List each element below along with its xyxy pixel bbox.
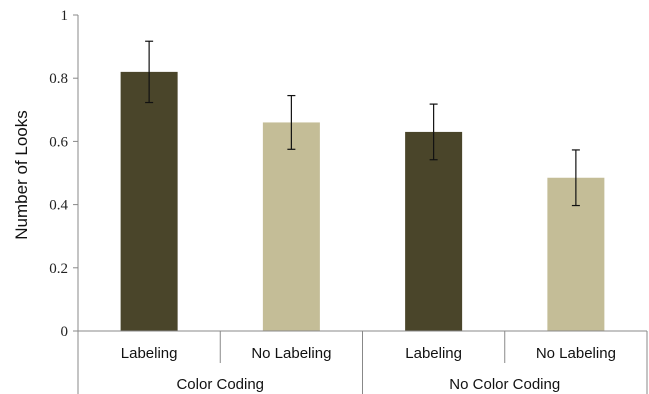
x-category-label: Labeling <box>121 345 178 362</box>
bar <box>120 71 178 331</box>
y-tick-label: 0.8 <box>49 71 68 87</box>
y-tick-label: 0.6 <box>49 134 68 150</box>
bar <box>405 131 463 331</box>
x-axis: Labeling No Labeling Labeling No Labeling Co… <box>77 330 648 394</box>
y-tick-label: 0.4 <box>49 198 68 214</box>
y-axis: 0 0.2 0.4 0.6 0.8 1 <box>49 8 79 340</box>
y-axis-label: Number of Looks <box>12 110 31 239</box>
y-tick-label: 0 <box>61 324 69 340</box>
x-group-label: Color Coding <box>176 376 264 393</box>
x-category-label: Labeling <box>405 345 462 362</box>
x-category-label: No Labeling <box>251 345 331 362</box>
y-tick-label: 0.2 <box>49 261 68 277</box>
bar <box>262 122 320 331</box>
x-category-label: No Labeling <box>536 345 616 362</box>
error-bars <box>145 40 580 207</box>
x-group-label: No Color Coding <box>449 376 560 393</box>
bars <box>120 71 605 331</box>
y-tick-label: 1 <box>61 8 69 24</box>
